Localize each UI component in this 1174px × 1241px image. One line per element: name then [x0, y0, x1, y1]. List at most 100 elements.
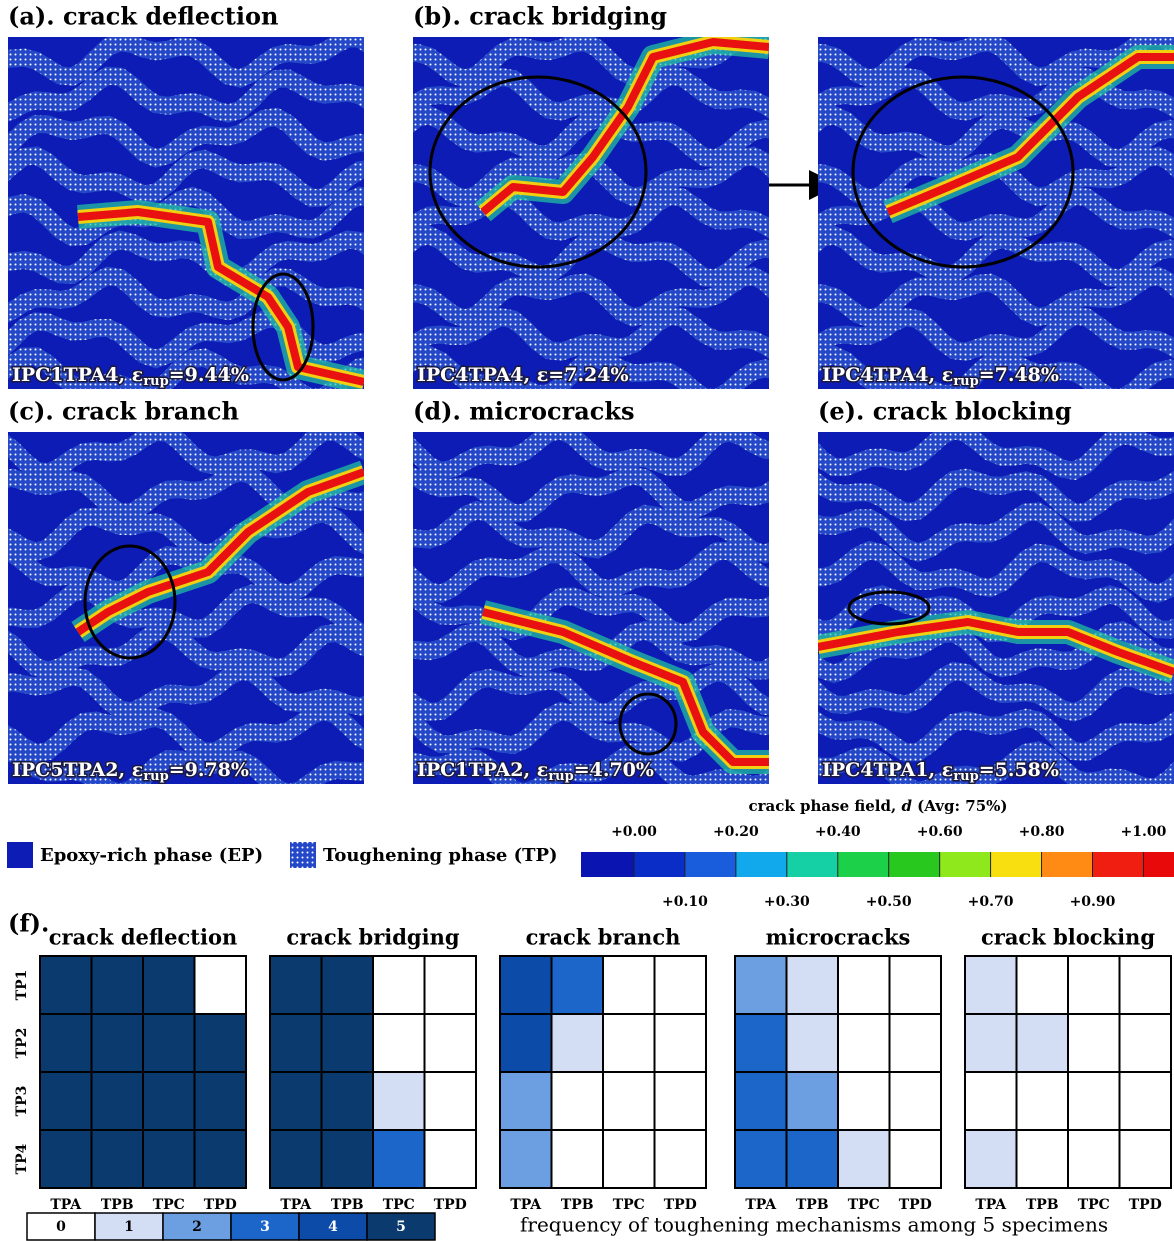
heatmap-cell: [890, 1072, 942, 1130]
colorbar-tick-label: +0.70: [968, 894, 1014, 910]
simulation-image: [798, 36, 1174, 398]
heatmap-cell: [425, 1130, 477, 1188]
heatmap-cell: [552, 1014, 604, 1072]
simulation-image: [798, 430, 1174, 791]
heatmap-cell: [143, 1130, 195, 1188]
heatmap-cell: [373, 1014, 425, 1072]
heatmap-cell: [143, 1014, 195, 1072]
heatmap-cell: [195, 1014, 247, 1072]
heatmap-cell: [965, 1130, 1017, 1188]
x-tick-label: TPA: [280, 1197, 312, 1213]
heatmap-cell: [1068, 1072, 1120, 1130]
scale-label: 1: [124, 1219, 134, 1235]
panel: IPC4TPA4, εrup=7.48%: [798, 36, 1174, 398]
heatmap-cell: [270, 1072, 322, 1130]
heatmap-cell: [603, 1130, 655, 1188]
panel-title: (d). microcracks: [413, 397, 635, 426]
heatmap-cell: [1017, 1130, 1069, 1188]
heatmap-cell: [1017, 956, 1069, 1014]
colorbar-tick-label: +0.00: [611, 824, 657, 840]
x-tick-label: TPA: [50, 1197, 82, 1213]
colorbar-title-text: crack phase field,: [749, 797, 902, 815]
heatmap-cell: [787, 1014, 839, 1072]
panel-caption: IPC1TPA2, εrup=4.70%: [417, 759, 654, 784]
colorbar-segment: [581, 852, 634, 877]
colorbar-variable: d: [901, 797, 912, 815]
heatmap-cell: [92, 1014, 144, 1072]
heatmap-cell: [373, 956, 425, 1014]
caption-text: =9.78%: [169, 759, 249, 781]
heatmap-cell: [890, 1130, 942, 1188]
caption-text: =4.70%: [574, 759, 654, 781]
heatmap-cell: [655, 1014, 707, 1072]
x-tick-label: TPA: [745, 1197, 777, 1213]
heatmap-cell: [40, 1130, 92, 1188]
figure-label: (f).: [8, 909, 49, 938]
colorbar-segment: [1092, 852, 1143, 877]
caption-text: =9.44%: [169, 364, 249, 386]
heatmap-cell: [1017, 1014, 1069, 1072]
colorbar-title: crack phase field, d (Avg: 75%): [749, 797, 1008, 815]
colorbar-segment: [838, 852, 889, 877]
heatmap-cell: [1068, 956, 1120, 1014]
heatmap-cell: [655, 1072, 707, 1130]
heatmap-cell: [603, 956, 655, 1014]
heatmap-cell: [40, 1072, 92, 1130]
x-tick-label: TPC: [848, 1197, 880, 1213]
x-tick-label: TPA: [975, 1197, 1007, 1213]
caption-text: IPC1TPA2, ε: [417, 759, 548, 781]
x-tick-label: TPC: [1078, 1197, 1110, 1213]
colorbar-tick-label: +0.20: [713, 824, 759, 840]
legend-swatch: [290, 842, 316, 868]
heatmap-cell: [322, 1072, 374, 1130]
heatmap-cell: [500, 1130, 552, 1188]
x-tick-label: TPC: [383, 1197, 415, 1213]
x-tick-label: TPC: [153, 1197, 185, 1213]
x-tick-label: TPB: [101, 1197, 134, 1213]
simulation-image: [393, 36, 789, 398]
heatmap-cell: [890, 956, 942, 1014]
heatmap-cell: [735, 1014, 787, 1072]
heatmap-cell: [603, 1014, 655, 1072]
x-tick-label: TPC: [613, 1197, 645, 1213]
caption-subscript: rup: [143, 374, 168, 389]
heatmap-cell: [195, 956, 247, 1014]
colorbar-segment: [889, 852, 940, 877]
heatmap-cell: [1017, 1072, 1069, 1130]
heatmap-cell: [1068, 1014, 1120, 1072]
caption-text: =7.48%: [979, 364, 1059, 386]
colorbar-segment: [634, 852, 685, 877]
caption-text: IPC4TPA4, ε: [822, 364, 953, 386]
colorbar-segment: [991, 852, 1042, 877]
heatmap-cell: [735, 1130, 787, 1188]
heatmap-cell: [425, 1072, 477, 1130]
heatmap-cell: [838, 1014, 890, 1072]
heatmap-cell: [500, 1014, 552, 1072]
heatmap-cell: [1120, 1072, 1172, 1130]
x-tick-label: TPD: [899, 1197, 932, 1213]
colorbar-tick-label: +1.00: [1121, 824, 1167, 840]
simulation-image: [0, 37, 384, 398]
colorbar-segment: [1042, 852, 1093, 877]
panel-title: (b). crack bridging: [413, 2, 667, 31]
heatmap-cell: [143, 956, 195, 1014]
heatmap-cell: [603, 1072, 655, 1130]
heatmap-cell: [322, 1014, 374, 1072]
heatmap-cell: [552, 1072, 604, 1130]
colorbar-tick-label: +0.40: [815, 824, 861, 840]
heatmap-cell: [838, 1072, 890, 1130]
scale-label: 3: [260, 1219, 270, 1235]
heatmap-cell: [270, 1014, 322, 1072]
heatmap-title: microcracks: [766, 925, 911, 950]
caption-text: IPC4TPA1, ε: [822, 759, 953, 781]
x-tick-label: TPD: [1129, 1197, 1162, 1213]
panel-caption: IPC4TPA1, εrup=5.58%: [822, 759, 1059, 784]
heatmap-cell: [195, 1130, 247, 1188]
heatmap-cell: [92, 1130, 144, 1188]
colorbar-note: (Avg: 75%): [912, 797, 1008, 815]
heatmap-cell: [425, 956, 477, 1014]
panel-caption: IPC1TPA4, εrup=9.44%: [12, 364, 249, 389]
